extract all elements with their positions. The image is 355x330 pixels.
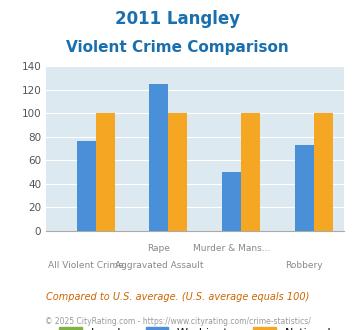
Bar bbox=[95, 113, 115, 231]
Text: Violent Crime Comparison: Violent Crime Comparison bbox=[66, 40, 289, 54]
Text: Robbery: Robbery bbox=[285, 261, 323, 270]
Bar bbox=[222, 172, 241, 231]
Bar bbox=[77, 142, 95, 231]
Bar bbox=[149, 84, 168, 231]
Text: Compared to U.S. average. (U.S. average equals 100): Compared to U.S. average. (U.S. average … bbox=[46, 292, 309, 302]
Bar bbox=[241, 113, 260, 231]
Legend: Langley, Washington, National: Langley, Washington, National bbox=[55, 322, 335, 330]
Bar bbox=[295, 145, 314, 231]
Text: All Violent Crime: All Violent Crime bbox=[48, 261, 124, 270]
Text: Rape: Rape bbox=[147, 244, 170, 253]
Text: 2011 Langley: 2011 Langley bbox=[115, 10, 240, 28]
Text: Aggravated Assault: Aggravated Assault bbox=[115, 261, 203, 270]
Text: Murder & Mans...: Murder & Mans... bbox=[193, 244, 270, 253]
Bar bbox=[314, 113, 333, 231]
Bar bbox=[168, 113, 187, 231]
Text: © 2025 CityRating.com - https://www.cityrating.com/crime-statistics/: © 2025 CityRating.com - https://www.city… bbox=[45, 317, 310, 326]
